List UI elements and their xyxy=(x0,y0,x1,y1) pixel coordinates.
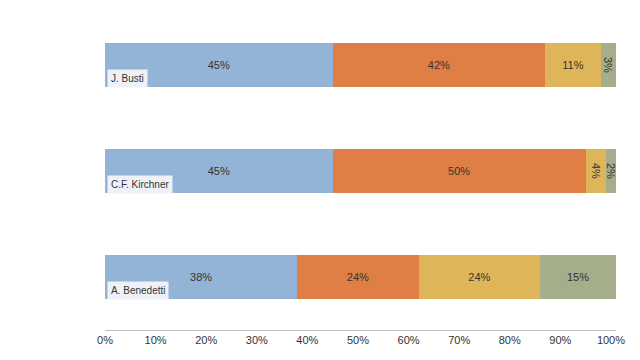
svg-text:30%: 30% xyxy=(246,334,268,346)
svg-text:38%: 38% xyxy=(190,271,212,283)
svg-text:2%: 2% xyxy=(605,163,616,179)
svg-text:3%: 3% xyxy=(602,57,614,73)
svg-text:24%: 24% xyxy=(347,271,369,283)
svg-text:24%: 24% xyxy=(468,271,490,283)
svg-text:45%: 45% xyxy=(208,165,230,177)
svg-text:15%: 15% xyxy=(567,271,589,283)
svg-text:45%: 45% xyxy=(208,59,230,71)
svg-text:J. Busti: J. Busti xyxy=(111,73,144,84)
svg-text:70%: 70% xyxy=(448,334,470,346)
svg-text:11%: 11% xyxy=(562,59,583,71)
svg-text:10%: 10% xyxy=(145,334,167,346)
svg-text:40%: 40% xyxy=(296,334,318,346)
svg-text:A. Benedetti: A. Benedetti xyxy=(111,285,165,296)
svg-text:0%: 0% xyxy=(97,334,113,346)
svg-text:80%: 80% xyxy=(499,334,521,346)
svg-text:42%: 42% xyxy=(428,59,450,71)
svg-text:4%: 4% xyxy=(590,163,602,179)
svg-text:100%: 100% xyxy=(597,334,625,346)
svg-text:50%: 50% xyxy=(448,165,470,177)
svg-text:C.F. Kirchner: C.F. Kirchner xyxy=(111,179,169,190)
svg-text:20%: 20% xyxy=(195,334,217,346)
svg-text:60%: 60% xyxy=(398,334,420,346)
svg-text:90%: 90% xyxy=(549,334,571,346)
svg-text:50%: 50% xyxy=(347,334,369,346)
